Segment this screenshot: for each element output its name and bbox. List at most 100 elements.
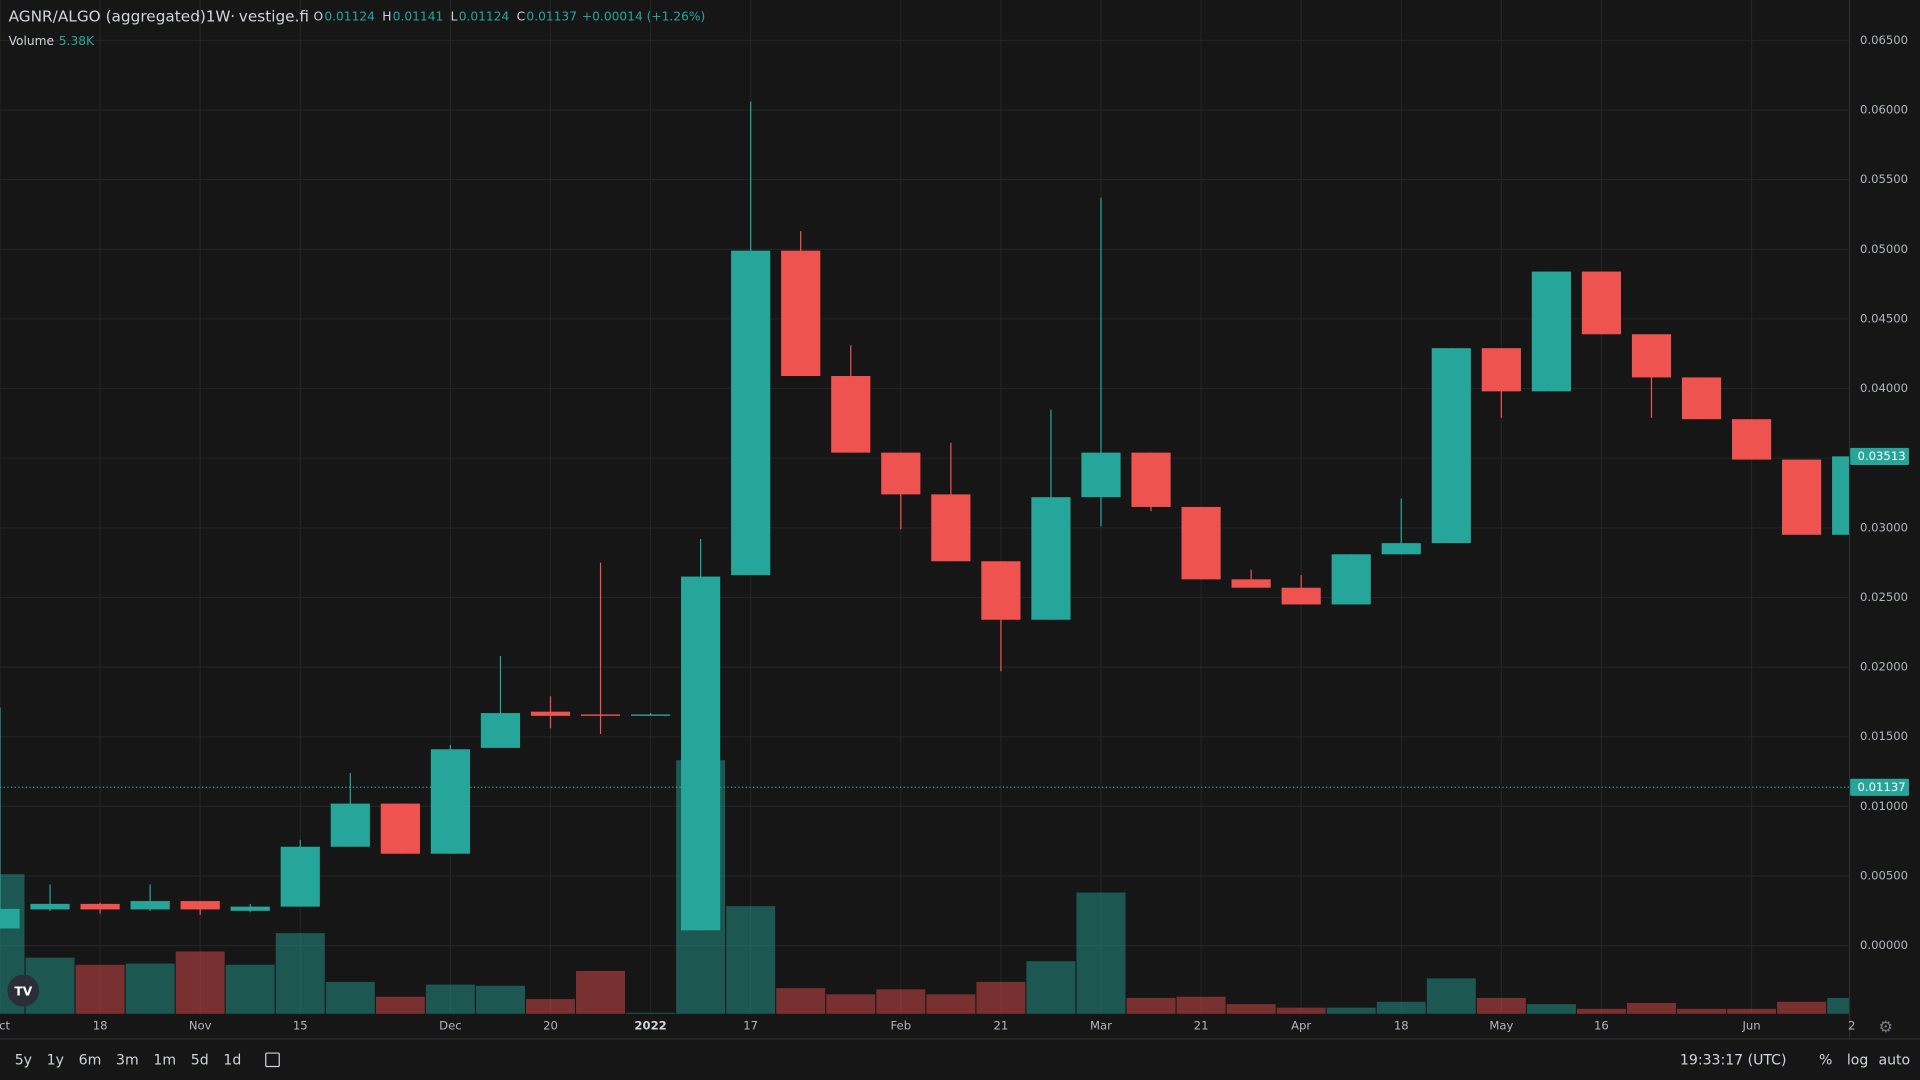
range-button[interactable]: 1y [47,1052,64,1068]
x-tick-label: Dec [439,1019,462,1033]
candle-body [1331,554,1371,605]
ohlc-key: H [382,10,391,24]
candle-body [1681,377,1722,420]
separator: · [230,8,235,26]
y-tick-label: 0.05000 [1860,242,1908,256]
symbol: AGNR/ALGO (aggregated) [9,8,206,26]
range-button[interactable]: 6m [79,1052,102,1068]
separator: · [196,8,201,26]
candle-body [0,908,20,929]
candle-body [1631,334,1672,378]
y-tick-label: 0.00500 [1860,869,1908,883]
x-tick-label: 18 [93,1019,108,1033]
volume-bar [1526,1004,1576,1014]
volume-bar [726,906,776,1014]
candle-body [1581,271,1622,335]
interval: 1W [206,8,231,26]
y-tick-label: 0.01000 [1860,799,1908,813]
candle-body [630,714,671,716]
candle-body [430,749,470,854]
x-tick-label: 18 [1394,1019,1409,1033]
candle-body [80,903,120,910]
y-tick-label: 0.02500 [1860,590,1908,604]
candle-body [1431,348,1471,544]
settings-icon[interactable]: ⚙ [1879,1017,1893,1036]
ohlc-key: L [451,10,458,24]
candle-body [1531,271,1571,392]
candle-body [1281,587,1321,605]
volume-bar [776,988,826,1014]
candle-body [981,561,1021,620]
x-tick-label: 17 [743,1019,758,1033]
candle-body [1081,452,1121,498]
candle-body [1381,543,1421,555]
volume-bar [1376,1001,1426,1014]
y-tick-label: 0.00000 [1860,938,1908,952]
range-button[interactable]: 5y [15,1052,32,1068]
candle-body [180,901,220,910]
volume-bar [1276,1007,1326,1014]
volume-bar [1626,1002,1676,1014]
ohlc-value: 0.01141 [393,10,444,24]
clock: 19:33:17 (UTC) [1680,1052,1787,1068]
candle-body [681,576,721,931]
candle-body [1181,506,1221,580]
y-tick-label: 0.04500 [1860,311,1908,325]
range-button[interactable]: 5d [191,1052,209,1068]
x-tick-label: Apr [1291,1019,1311,1033]
source: vestige.fi [239,8,309,26]
volume-bar [225,964,275,1014]
volume-value: 5.38K [59,34,95,48]
volume-bar [926,994,976,1014]
x-tick-label: 15 [293,1019,308,1033]
scale-option[interactable]: log [1847,1052,1868,1068]
volume-bar [826,994,876,1014]
x-tick-label: Nov [189,1019,212,1033]
volume-bar [125,963,175,1014]
date-range-icon[interactable] [265,1052,280,1068]
range-button[interactable]: 1d [223,1052,241,1068]
candle-body [1231,579,1271,588]
volume-bar [1827,997,1849,1014]
volume-bar [876,989,926,1014]
candle-body [280,846,320,907]
volume-bar [1326,1007,1376,1014]
volume-bar [576,970,626,1014]
volume-bar [425,984,475,1014]
ohlc-value: 0.01137 [526,10,577,24]
ohlc-key: C [517,10,526,24]
volume-bar [275,933,325,1014]
ohlc-value: 0.01124 [324,10,375,24]
volume-bar [1677,1008,1727,1014]
x-tick-label: Mar [1090,1019,1112,1033]
volume-label: Volume [9,34,55,48]
y-tick-label: 0.02000 [1860,660,1908,674]
volume-bar [1476,997,1526,1014]
volume-bar [1076,892,1126,1014]
volume-bar [1426,978,1476,1014]
candle-body [881,452,921,495]
candle-body [330,803,370,847]
x-tick-label: 16 [1594,1019,1609,1033]
scale-option[interactable]: % [1819,1052,1832,1068]
candle-body [731,250,771,576]
candle-body [1731,419,1772,460]
candle-body [380,803,420,854]
scale-option[interactable]: auto [1878,1052,1910,1068]
candle-body [1782,459,1822,535]
candle-body [831,376,871,453]
candle-body [580,714,621,716]
candle-body [1481,348,1521,392]
volume-bar [626,1012,676,1014]
price-label: 0.03513 [1858,449,1906,463]
change: +0.00014 (+1.26%) [582,10,705,24]
volume-bar [375,996,425,1014]
volume-bar [1777,1001,1827,1014]
range-button[interactable]: 1m [153,1052,176,1068]
range-button[interactable]: 3m [116,1052,139,1068]
x-tick-label: 2022 [634,1019,666,1033]
candle-body [130,901,170,910]
volume-bar [1727,1008,1777,1014]
candle-body [30,903,70,910]
volume-bar [526,999,575,1014]
